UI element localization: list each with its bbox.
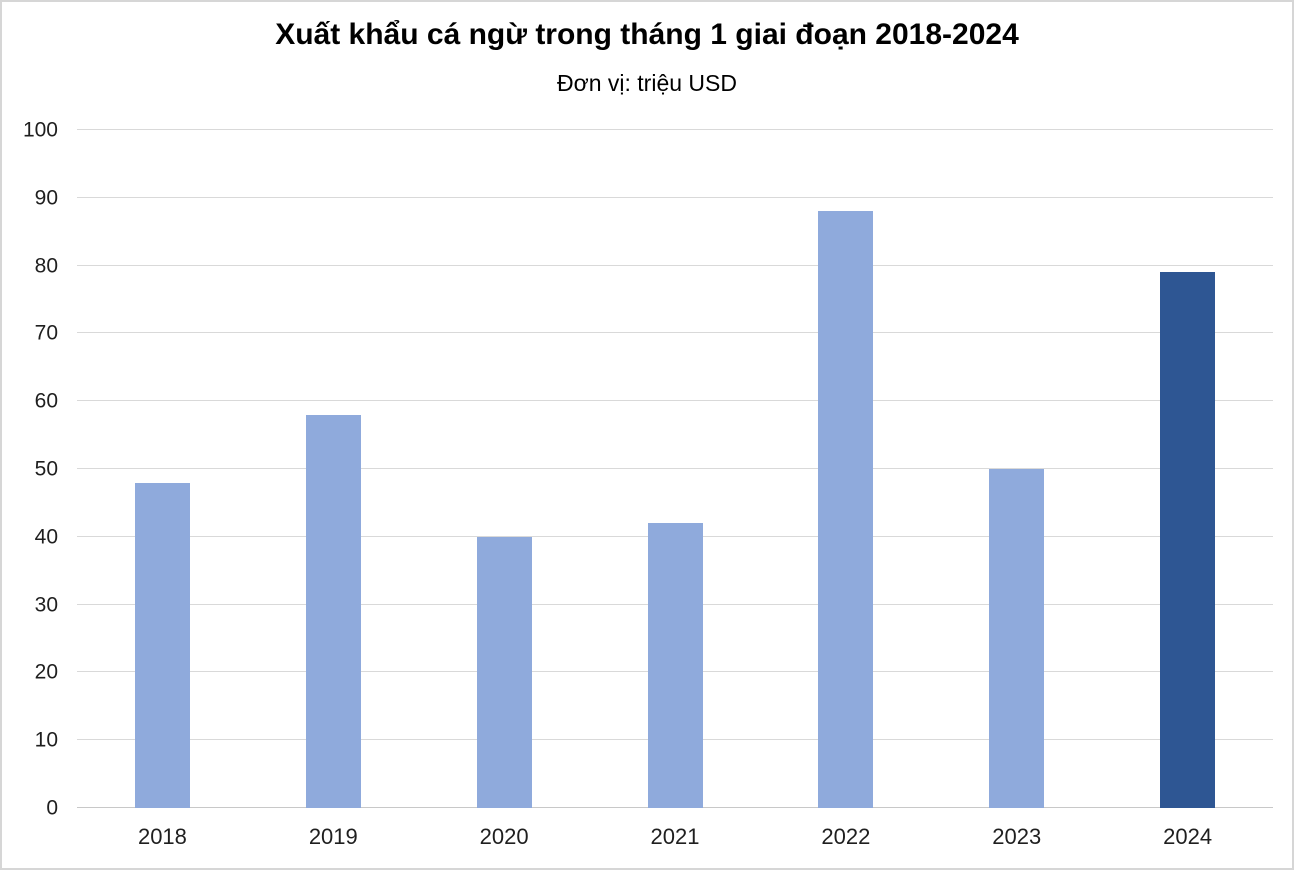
x-tick-label-2022: 2022 bbox=[821, 824, 871, 849]
x-tick-label-2019: 2019 bbox=[308, 824, 358, 849]
bar-2019 bbox=[305, 414, 361, 808]
y-tick-label-70: 70 bbox=[34, 321, 58, 345]
y-tick-label-90: 90 bbox=[34, 186, 58, 210]
y-axis: 0 10 20 30 40 50 60 70 80 90 100 bbox=[2, 120, 58, 819]
y-tick-label-40: 40 bbox=[34, 525, 58, 549]
y-tick-label-30: 30 bbox=[34, 593, 58, 617]
chart-subtitle: Đơn vị: triệu USD bbox=[557, 70, 737, 96]
bars bbox=[77, 130, 1273, 808]
bar-slot-2021 bbox=[590, 130, 761, 808]
gridline-70 bbox=[77, 332, 1273, 334]
gridline-100 bbox=[77, 129, 1273, 130]
bar-slot-2022 bbox=[760, 130, 931, 808]
bar-slot-2020 bbox=[419, 130, 590, 808]
bar-slot-2019 bbox=[248, 130, 419, 808]
x-tick-label-2023: 2023 bbox=[992, 824, 1042, 849]
x-tick-label-2024: 2024 bbox=[1163, 824, 1213, 849]
x-tick-label-2021: 2021 bbox=[650, 824, 700, 849]
y-tick-label-10: 10 bbox=[34, 728, 58, 752]
y-tick-label-80: 80 bbox=[34, 254, 58, 278]
x-tick-label-2020: 2020 bbox=[479, 824, 529, 849]
bar-2018 bbox=[134, 482, 190, 808]
plot-area bbox=[77, 129, 1273, 808]
bar-slot-2018 bbox=[77, 130, 248, 808]
y-tick-label-20: 20 bbox=[34, 660, 58, 684]
bar-2024 bbox=[1160, 272, 1216, 808]
bar-2023 bbox=[989, 469, 1045, 808]
gridline-80 bbox=[77, 264, 1273, 266]
gridline-50 bbox=[77, 468, 1273, 469]
bar-slot-2023 bbox=[931, 130, 1102, 808]
bar-2022 bbox=[818, 211, 874, 808]
x-tick-label-2018: 2018 bbox=[137, 824, 187, 849]
chart-title: Xuất khẩu cá ngừ trong tháng 1 giai đoạn… bbox=[275, 18, 1019, 51]
y-tick-label-50: 50 bbox=[34, 457, 58, 481]
bar-slot-2024 bbox=[1102, 130, 1273, 808]
bar-2021 bbox=[647, 523, 703, 808]
y-tick-label-60: 60 bbox=[34, 389, 58, 413]
bar-2020 bbox=[476, 536, 532, 808]
x-axis: 2018 2019 2020 2021 2022 2023 2024 bbox=[77, 824, 1273, 850]
y-tick-label-100: 100 bbox=[22, 118, 58, 142]
gridline-90 bbox=[77, 196, 1273, 198]
gridline-60 bbox=[77, 400, 1273, 402]
y-tick-label-0: 0 bbox=[46, 796, 58, 820]
